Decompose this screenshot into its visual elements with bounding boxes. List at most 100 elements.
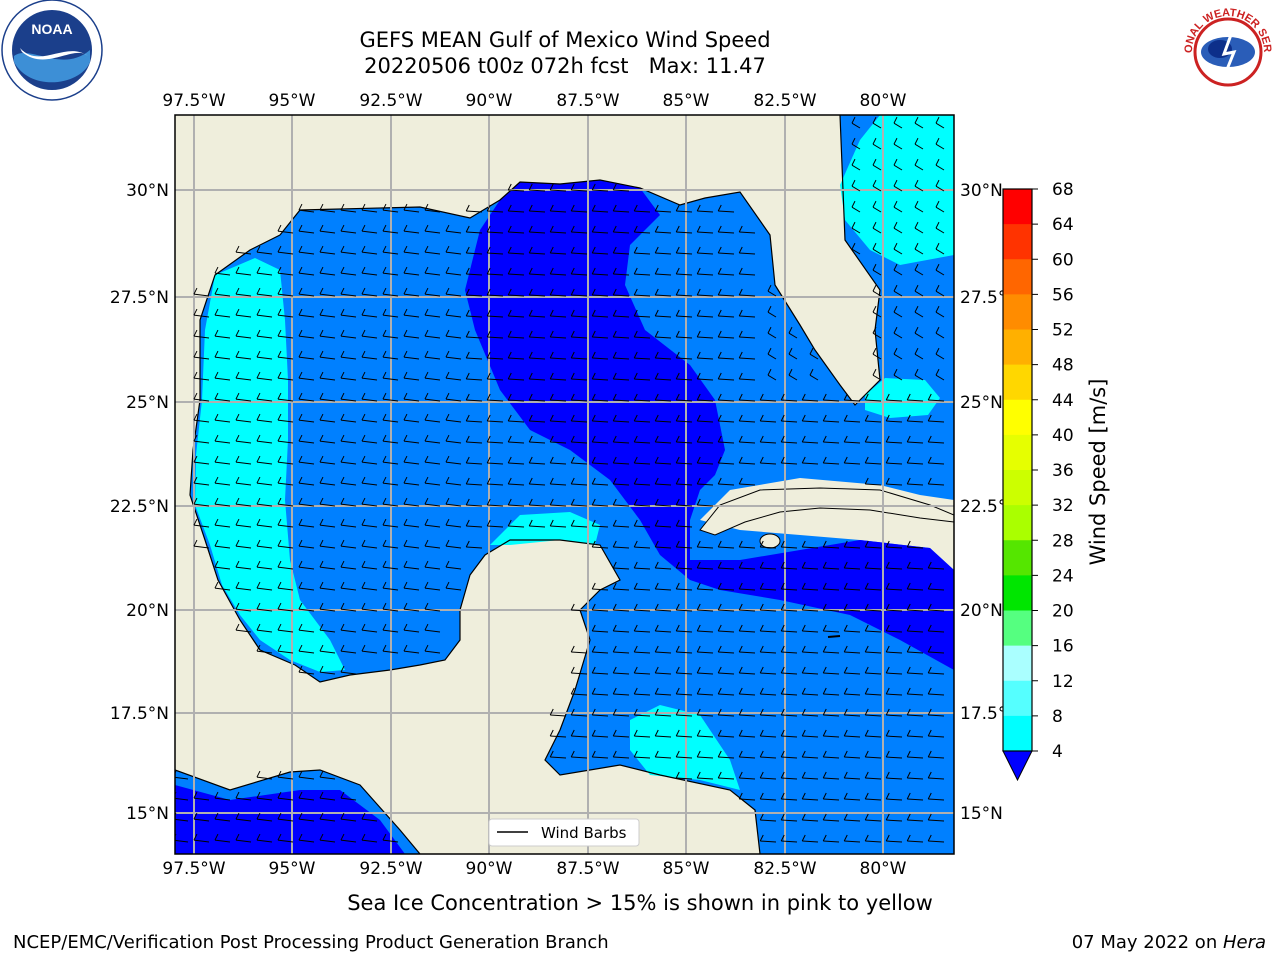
wind-barb-flag — [340, 413, 345, 421]
wind-barb — [907, 630, 924, 633]
wind-barb-flag — [759, 750, 764, 758]
wind-barb — [613, 567, 630, 570]
wind-barb-flag — [872, 368, 877, 376]
wind-barb — [445, 335, 462, 339]
wind-barb-flag — [675, 750, 680, 758]
colorbar-segment — [1003, 364, 1032, 401]
wind-barb — [655, 462, 672, 465]
wind-barb — [235, 314, 252, 318]
wind-barb — [487, 294, 504, 297]
wind-barb-flag — [717, 288, 722, 296]
wind-barb — [872, 122, 882, 129]
wind-barb-flag — [424, 434, 429, 442]
wind-barb-flag — [591, 393, 596, 401]
wind-barb-flag — [424, 287, 429, 295]
wind-barb — [256, 398, 273, 402]
wind-barb-flag — [277, 434, 282, 442]
wind-barb-flag — [717, 561, 722, 569]
wind-barb — [256, 377, 273, 381]
wind-barb — [613, 294, 630, 297]
wind-barb-flag — [424, 203, 429, 211]
wind-barb — [529, 315, 546, 318]
wind-barb — [592, 441, 609, 444]
wind-barb-flag — [403, 623, 408, 631]
wind-barb-flag — [633, 687, 638, 695]
wind-barb-flag — [654, 582, 659, 590]
wind-barb-flag — [235, 539, 240, 547]
wind-barb — [634, 273, 651, 276]
wind-barb — [298, 839, 315, 843]
wind-barb-flag — [235, 623, 240, 631]
wind-barb — [739, 441, 756, 444]
wind-barb — [340, 503, 357, 507]
wind-barb-flag — [298, 791, 303, 799]
wind-barb-flag — [214, 329, 219, 337]
wind-barb-flag — [528, 225, 533, 233]
wind-barb — [277, 629, 294, 633]
wind-barb-flag — [654, 603, 659, 611]
wind-barb — [298, 776, 315, 780]
wind-barb-flag — [654, 477, 659, 485]
wind-barb — [424, 545, 441, 549]
wind-barb — [319, 587, 336, 591]
wind-barb-flag — [801, 771, 806, 779]
wind-barb-flag — [885, 750, 890, 758]
wind-barb — [865, 651, 882, 654]
wind-barb-flag — [885, 393, 890, 401]
wind-barb — [361, 566, 378, 570]
wind-barb — [340, 650, 357, 654]
wind-barb — [235, 419, 252, 423]
wind-barb — [277, 524, 294, 528]
wind-barb-flag — [465, 225, 470, 233]
wind-barb-flag — [675, 414, 680, 422]
wind-barb-flag — [591, 183, 596, 191]
wind-barb-flag — [906, 561, 911, 569]
wind-barb-flag — [424, 455, 429, 463]
wind-barb — [445, 314, 462, 318]
wind-barb-flag — [893, 305, 898, 313]
wind-barb — [319, 671, 336, 675]
wind-barb — [823, 693, 840, 696]
wind-barb — [319, 650, 336, 654]
wind-barb-flag — [885, 729, 890, 737]
wind-barb — [592, 189, 609, 192]
wind-barb-flag — [914, 221, 919, 229]
wind-barb — [697, 504, 714, 507]
wind-barb — [550, 399, 567, 402]
wind-barb — [781, 840, 798, 843]
wind-barb-flag — [822, 624, 827, 632]
wind-barb — [634, 252, 651, 255]
wind-barb — [256, 566, 273, 570]
wind-barb — [445, 230, 462, 234]
wind-barb-flag — [298, 266, 303, 274]
wind-barb — [424, 314, 441, 318]
wind-barb-flag — [445, 224, 450, 232]
wind-barb — [655, 378, 672, 381]
wind-barb-flag — [298, 539, 303, 547]
wind-barb-flag — [570, 246, 575, 254]
wind-barb — [697, 735, 714, 738]
wind-barb — [634, 483, 651, 486]
wind-barb-flag — [486, 288, 491, 296]
wind-barb-flag — [549, 204, 554, 212]
wind-barb-flag — [780, 729, 785, 737]
wind-barb — [760, 735, 777, 738]
wind-barb-flag — [935, 158, 940, 166]
wind-barb-flag — [214, 560, 219, 568]
wind-barb — [340, 482, 357, 486]
wind-barb-flag — [486, 498, 491, 506]
wind-barb — [382, 230, 399, 234]
wind-barb-flag — [906, 603, 911, 611]
wind-barb-flag — [361, 308, 366, 316]
wind-barb — [319, 839, 336, 843]
wind-barb — [361, 209, 378, 213]
wind-barb — [445, 440, 462, 444]
wind-barb-flag — [822, 834, 827, 842]
wind-barb — [298, 650, 315, 654]
wind-barb-flag — [256, 350, 261, 358]
wind-barb-flag — [717, 309, 722, 317]
wind-barb — [277, 293, 294, 297]
wind-barb — [809, 374, 819, 381]
wind-barb-flag — [319, 224, 324, 232]
wind-barb-flag — [696, 393, 701, 401]
